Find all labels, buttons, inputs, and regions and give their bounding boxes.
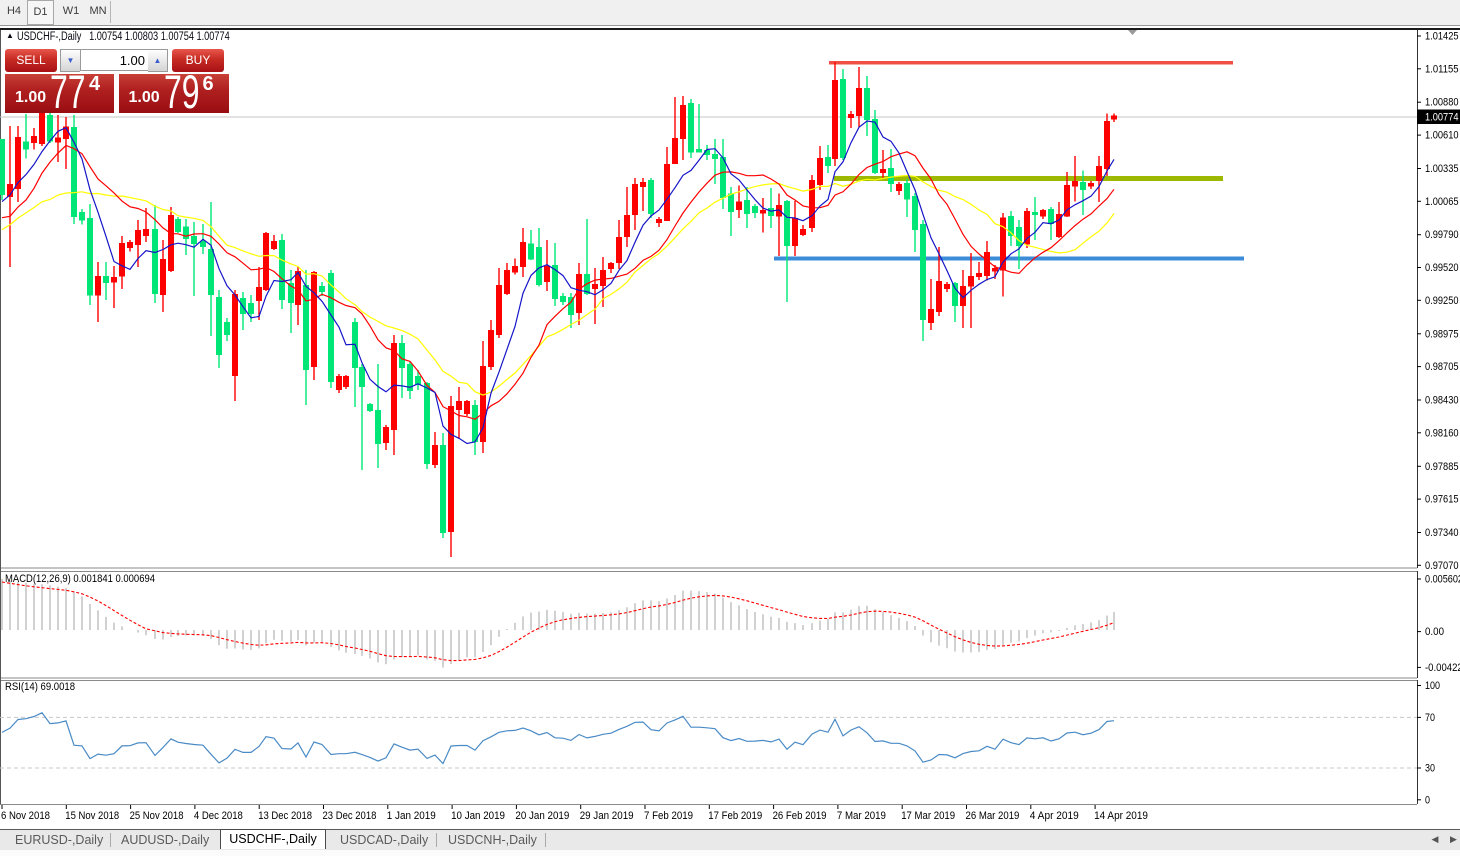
svg-text:30: 30	[1425, 763, 1435, 775]
svg-text:26 Mar 2019: 26 Mar 2019	[966, 810, 1020, 822]
svg-text:23 Dec 2018: 23 Dec 2018	[323, 810, 377, 822]
svg-text:0.97615: 0.97615	[1425, 494, 1459, 506]
svg-text:4 Dec 2018: 4 Dec 2018	[194, 810, 243, 822]
svg-text:0.98430: 0.98430	[1425, 395, 1459, 407]
svg-text:13 Dec 2018: 13 Dec 2018	[258, 810, 312, 822]
svg-text:0.97070: 0.97070	[1425, 560, 1459, 572]
svg-text:0.98705: 0.98705	[1425, 361, 1459, 373]
svg-text:6 Nov 2018: 6 Nov 2018	[1, 810, 50, 822]
svg-text:1.01425: 1.01425	[1425, 31, 1459, 43]
svg-text:0.98160: 0.98160	[1425, 427, 1459, 439]
svg-text:29 Jan 2019: 29 Jan 2019	[580, 810, 634, 822]
svg-text:4 Apr 2019: 4 Apr 2019	[1030, 810, 1079, 822]
svg-text:0.98975: 0.98975	[1425, 328, 1459, 340]
svg-text:14 Apr 2019: 14 Apr 2019	[1094, 810, 1148, 822]
svg-text:15 Nov 2018: 15 Nov 2018	[65, 810, 119, 822]
svg-text:0.00: 0.00	[1425, 626, 1444, 638]
svg-text:7 Feb 2019: 7 Feb 2019	[644, 810, 693, 822]
svg-text:25 Nov 2018: 25 Nov 2018	[130, 810, 184, 822]
svg-text:RSI(14) 69.0018: RSI(14) 69.0018	[5, 681, 75, 693]
svg-text:1.00774: 1.00774	[1425, 112, 1459, 124]
svg-text:1.01155: 1.01155	[1425, 63, 1459, 75]
svg-text:MACD(12,26,9) 0.001841 0.00069: MACD(12,26,9) 0.001841 0.000694	[5, 573, 155, 585]
svg-text:0.97340: 0.97340	[1425, 527, 1459, 539]
svg-text:-0.004226: -0.004226	[1425, 662, 1460, 674]
svg-text:0: 0	[1425, 794, 1430, 806]
svg-text:1.00610: 1.00610	[1425, 130, 1459, 142]
svg-text:0.99520: 0.99520	[1425, 262, 1459, 274]
svg-text:10 Jan 2019: 10 Jan 2019	[451, 810, 505, 822]
svg-text:26 Feb 2019: 26 Feb 2019	[773, 810, 827, 822]
svg-text:1.00065: 1.00065	[1425, 196, 1459, 208]
svg-text:17 Feb 2019: 17 Feb 2019	[708, 810, 762, 822]
svg-text:1 Jan 2019: 1 Jan 2019	[387, 810, 436, 822]
svg-text:1.00335: 1.00335	[1425, 163, 1459, 175]
svg-text:0.97885: 0.97885	[1425, 461, 1459, 473]
svg-text:0.99790: 0.99790	[1425, 229, 1459, 241]
svg-text:0.005602: 0.005602	[1425, 574, 1460, 586]
svg-text:20 Jan 2019: 20 Jan 2019	[515, 810, 569, 822]
svg-text:17 Mar 2019: 17 Mar 2019	[901, 810, 955, 822]
svg-text:0.99250: 0.99250	[1425, 295, 1459, 307]
svg-text:7 Mar 2019: 7 Mar 2019	[837, 810, 886, 822]
svg-text:100: 100	[1425, 680, 1440, 692]
svg-text:1.00880: 1.00880	[1425, 97, 1459, 109]
svg-text:70: 70	[1425, 712, 1435, 724]
